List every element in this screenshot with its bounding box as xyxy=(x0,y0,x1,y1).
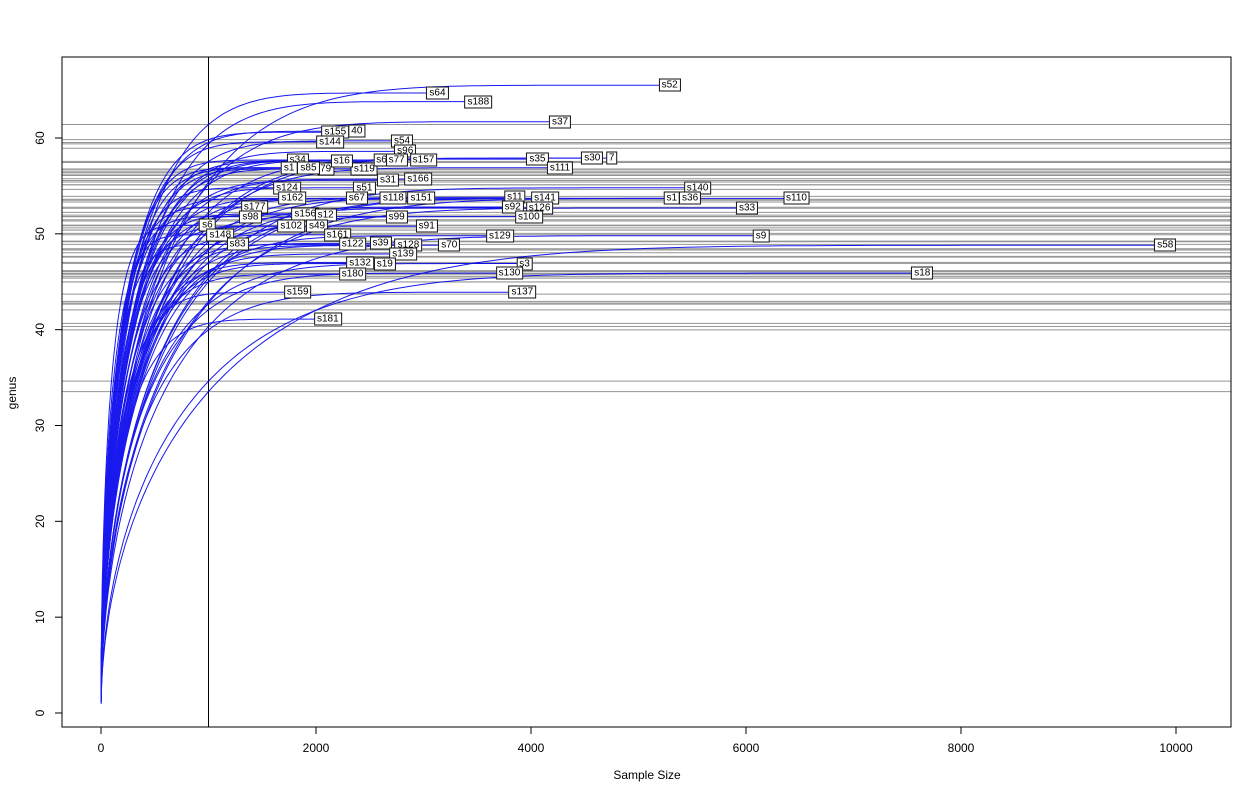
curve-label-s33: s33 xyxy=(736,201,759,215)
y-axis-title: genus xyxy=(5,376,19,410)
curve-label-s16: s16 xyxy=(330,154,353,168)
curve-label-s119: s119 xyxy=(350,162,378,176)
curve-label-s36: s36 xyxy=(679,191,702,205)
curve-label-s102: s102 xyxy=(277,219,306,233)
curve-label-s157: s157 xyxy=(409,153,438,167)
curve-label-s100: s100 xyxy=(515,210,543,224)
y-axis-ticks: 0 10 20 30 40 50 60 xyxy=(33,131,62,716)
y-tick-label: 0 xyxy=(33,709,47,716)
curve-label-s110: s110 xyxy=(783,191,810,205)
x-tick-label: 6000 xyxy=(733,741,760,755)
y-tick-label: 40 xyxy=(33,323,47,337)
x-tick-label: 8000 xyxy=(948,741,975,755)
curve-label-s98: s98 xyxy=(239,210,262,224)
curve-label-s159: s159 xyxy=(283,285,312,299)
curve-label-s181: s181 xyxy=(313,312,342,326)
curve-label-s31: s31 xyxy=(376,173,400,187)
curve-label-s91: s91 xyxy=(415,219,438,233)
curve-label-s99: s99 xyxy=(385,210,408,224)
curve-label-s49: s49 xyxy=(306,219,329,233)
curve-label-s19: s19 xyxy=(373,257,396,271)
y-tick-label: 10 xyxy=(33,610,47,624)
curve-label-s180: s180 xyxy=(338,267,367,281)
horizontal-reference-lines xyxy=(62,124,1231,393)
x-tick-label: 0 xyxy=(98,741,105,755)
curve-label-s35: s35 xyxy=(526,152,549,166)
x-axis-ticks: 0 2000 4000 6000 8000 10000 xyxy=(98,727,1193,755)
y-tick-label: 30 xyxy=(33,419,47,433)
y-tick-label: 20 xyxy=(33,514,47,528)
curve-label-s1-b: s1 xyxy=(663,191,681,205)
rarefaction-curves xyxy=(100,84,1166,704)
curve-label-s122: s122 xyxy=(338,237,367,251)
curve-label-s166: s166 xyxy=(404,172,432,186)
curve-label-s137: s137 xyxy=(508,285,537,299)
curve-label-s18: s18 xyxy=(911,266,934,280)
x-tick-label: 10000 xyxy=(1159,741,1193,755)
plot-border xyxy=(61,56,1232,728)
curve-label-s58: s58 xyxy=(1154,238,1177,252)
curve-label-s111: s111 xyxy=(546,161,574,175)
curve-label-s1-a: s1 xyxy=(280,161,298,175)
curve-label-s37: s37 xyxy=(548,115,572,129)
y-tick-label: 60 xyxy=(33,131,47,145)
curve-label-s139: s139 xyxy=(389,247,417,261)
curve-label-s118: s118 xyxy=(379,191,407,205)
curve-label-s30: s30 xyxy=(581,151,604,165)
curve-label-s85: s85 xyxy=(297,161,320,175)
x-tick-label: 2000 xyxy=(303,741,330,755)
curve-label-s39: s39 xyxy=(369,236,392,250)
curve-label-s162: s162 xyxy=(278,191,307,205)
curve-label-s130: s130 xyxy=(495,266,524,280)
curve-label-s7-partial: 7 xyxy=(605,151,618,165)
curve-label-s9: s9 xyxy=(752,229,770,243)
curve-label-s129: s129 xyxy=(485,229,514,243)
curve-label-s64: s64 xyxy=(426,86,449,100)
y-tick-label: 50 xyxy=(33,227,47,241)
curve-label-s79-partial: 79 xyxy=(317,162,335,176)
curve-label-s67: s67 xyxy=(345,191,368,205)
curve-label-s144: s144 xyxy=(316,135,344,149)
x-tick-label: 4000 xyxy=(518,741,545,755)
curve-label-s40-partial: 40 xyxy=(348,124,366,138)
curve-label-s52: s52 xyxy=(658,78,681,92)
curve-label-s77: s77 xyxy=(385,153,408,167)
curve-label-s188: s188 xyxy=(464,95,493,109)
x-axis-title: Sample Size xyxy=(613,768,681,782)
curve-label-s70: s70 xyxy=(438,238,461,252)
curve-label-s151: s151 xyxy=(407,191,436,205)
curve-label-s83: s83 xyxy=(226,237,249,251)
